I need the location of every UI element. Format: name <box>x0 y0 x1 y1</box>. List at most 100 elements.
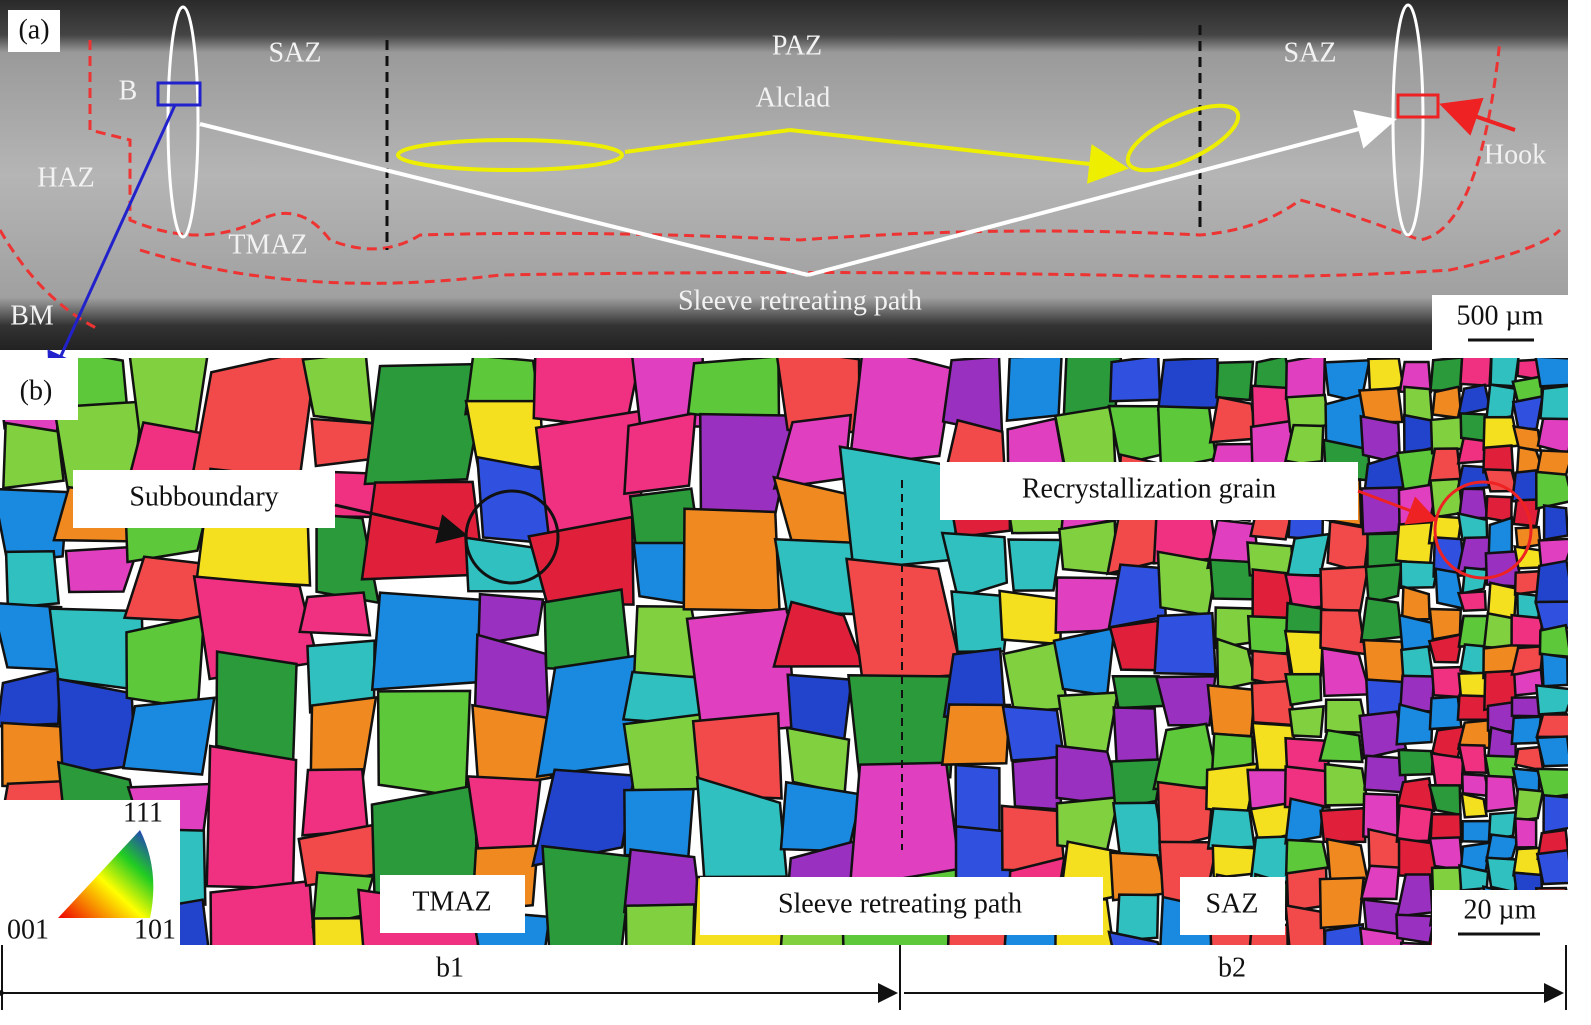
annotation: B <box>119 75 138 106</box>
grain <box>1357 386 1404 424</box>
grain <box>1399 560 1440 590</box>
zone-label: BM <box>10 300 54 331</box>
box-b <box>156 81 202 107</box>
grain <box>940 703 1012 766</box>
grain <box>477 592 545 646</box>
grain <box>1534 470 1568 511</box>
grain <box>1487 516 1514 557</box>
grain <box>1535 735 1568 768</box>
grain <box>1511 394 1545 431</box>
grain <box>215 650 298 764</box>
grain <box>1283 629 1325 681</box>
grain <box>209 879 316 945</box>
grain <box>0 487 69 564</box>
grain <box>1513 787 1545 823</box>
micrograph <box>0 0 1568 350</box>
circle <box>1433 480 1533 580</box>
grain <box>1284 903 1326 945</box>
grain <box>56 677 137 776</box>
zone-label: TMAZ <box>228 229 307 260</box>
grain <box>1005 358 1063 423</box>
grain <box>310 417 378 468</box>
grain <box>1154 674 1217 727</box>
grain <box>1456 383 1492 417</box>
grain <box>190 358 318 483</box>
zone-box <box>1180 877 1285 935</box>
grain <box>1364 562 1403 605</box>
grain <box>2 421 65 490</box>
grain <box>1052 626 1116 698</box>
grain <box>1400 585 1431 622</box>
grain <box>125 613 206 711</box>
grain <box>1536 417 1568 455</box>
grain <box>1107 404 1165 466</box>
grain <box>1359 864 1401 901</box>
grain <box>1318 876 1365 930</box>
grain <box>64 545 141 594</box>
grain <box>1395 803 1434 843</box>
grain <box>624 903 696 945</box>
grain <box>0 667 62 728</box>
panel-label: (a) <box>18 14 49 45</box>
panel-label: (b) <box>20 375 53 406</box>
grain <box>1284 358 1327 401</box>
callout: Recrystallization grain <box>1022 473 1276 504</box>
callout: Subboundary <box>129 481 278 512</box>
grain <box>541 844 634 945</box>
grain <box>847 673 959 779</box>
grain <box>1399 941 1438 945</box>
grain <box>531 768 636 868</box>
arrow <box>199 120 1393 277</box>
grain <box>1156 358 1220 411</box>
grain <box>1535 767 1568 800</box>
grain <box>1535 848 1568 886</box>
grain <box>1454 944 1463 945</box>
grain <box>1156 405 1218 472</box>
grain <box>941 358 1004 436</box>
grain <box>1484 774 1518 813</box>
grain <box>121 696 216 776</box>
boundary <box>88 39 1502 251</box>
scale-bar-label: 20 µm <box>1464 894 1537 925</box>
grain <box>1288 704 1325 739</box>
zone-label: TMAZ <box>412 886 491 917</box>
grain <box>1539 384 1568 426</box>
grain <box>1534 559 1568 605</box>
annotation: Alclad <box>756 82 831 113</box>
grain <box>1206 683 1257 738</box>
grain <box>1542 504 1568 542</box>
grain <box>1362 638 1405 687</box>
grain <box>363 362 490 486</box>
grain <box>1397 748 1435 777</box>
grain <box>1156 780 1215 852</box>
grain <box>1395 873 1434 918</box>
grain <box>301 358 374 425</box>
grain <box>1460 792 1489 819</box>
callout-box <box>73 470 335 528</box>
grain <box>950 590 1012 653</box>
grain <box>1428 695 1463 731</box>
grain <box>623 787 695 859</box>
grain <box>1319 806 1368 844</box>
label-box <box>8 10 60 52</box>
grain <box>1320 646 1373 698</box>
grain <box>205 744 298 890</box>
grain <box>1430 866 1464 895</box>
grain <box>1427 632 1465 664</box>
grain <box>845 557 965 684</box>
grain <box>1108 358 1162 403</box>
grain <box>1215 360 1255 402</box>
grain <box>1319 565 1370 616</box>
grain <box>1285 601 1326 634</box>
grain <box>1461 819 1493 844</box>
grain <box>1484 383 1517 424</box>
legend-label: 111 <box>123 797 163 828</box>
grain <box>1395 913 1437 945</box>
zone-label: SAZ <box>1206 888 1259 919</box>
grain <box>1109 851 1168 902</box>
grain <box>1487 810 1517 843</box>
grain <box>1534 600 1568 632</box>
grain <box>1284 797 1325 845</box>
grain <box>779 780 864 853</box>
